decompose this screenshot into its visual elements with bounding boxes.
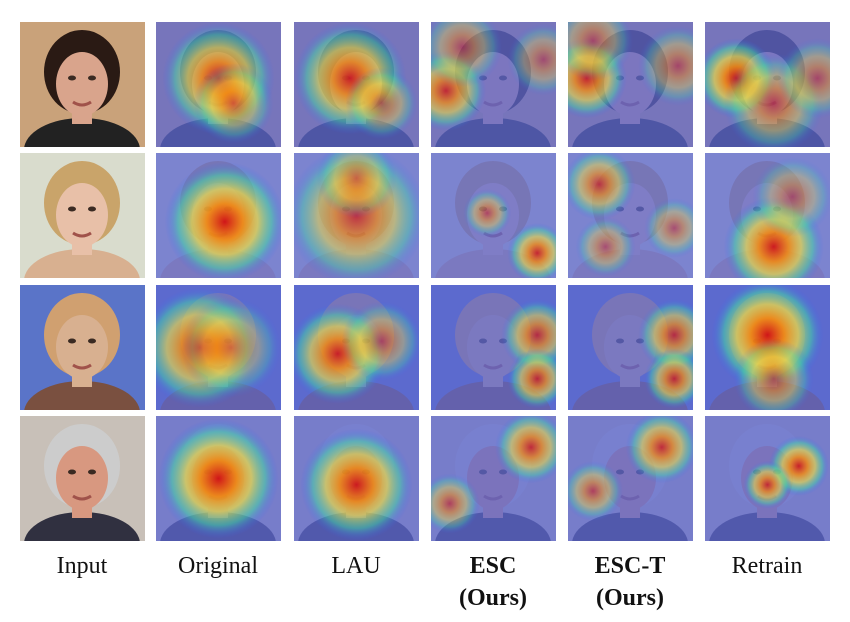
retrain-heatmap-image	[705, 22, 830, 147]
column-label-retrain: Retrain	[731, 553, 803, 579]
original-heatmap-image	[156, 285, 281, 410]
original-heatmap-image	[156, 22, 281, 147]
esc-t-heatmap-image	[568, 285, 693, 410]
column-label-esc: ESC	[469, 553, 517, 579]
column-sublabel-esc: (Ours)	[459, 585, 527, 611]
original-heatmap-image	[156, 416, 281, 541]
esc-heatmap-image	[431, 153, 556, 278]
esc-heatmap-image	[431, 416, 556, 541]
retrain-heatmap-image	[705, 416, 830, 541]
retrain-heatmap-image	[705, 153, 830, 278]
esc-heatmap-image	[431, 285, 556, 410]
input-face-image	[20, 22, 145, 147]
lau-heatmap-image	[294, 285, 419, 410]
column-sublabel-esc-t: (Ours)	[596, 585, 664, 611]
input-face-image	[20, 416, 145, 541]
esc-t-heatmap-image	[568, 22, 693, 147]
column-label-esc-t: ESC-T	[594, 553, 666, 579]
retrain-heatmap-image	[705, 285, 830, 410]
input-face-image	[20, 153, 145, 278]
input-face-image	[20, 285, 145, 410]
column-label-original: Original	[178, 553, 258, 579]
esc-t-heatmap-image	[568, 416, 693, 541]
lau-heatmap-image	[294, 416, 419, 541]
lau-heatmap-image	[294, 22, 419, 147]
esc-t-heatmap-image	[568, 153, 693, 278]
lau-heatmap-image	[294, 153, 419, 278]
esc-heatmap-image	[431, 22, 556, 147]
figure-grid	[20, 22, 830, 541]
column-label-input: Input	[56, 553, 108, 579]
original-heatmap-image	[156, 153, 281, 278]
column-label-lau: LAU	[331, 553, 381, 579]
